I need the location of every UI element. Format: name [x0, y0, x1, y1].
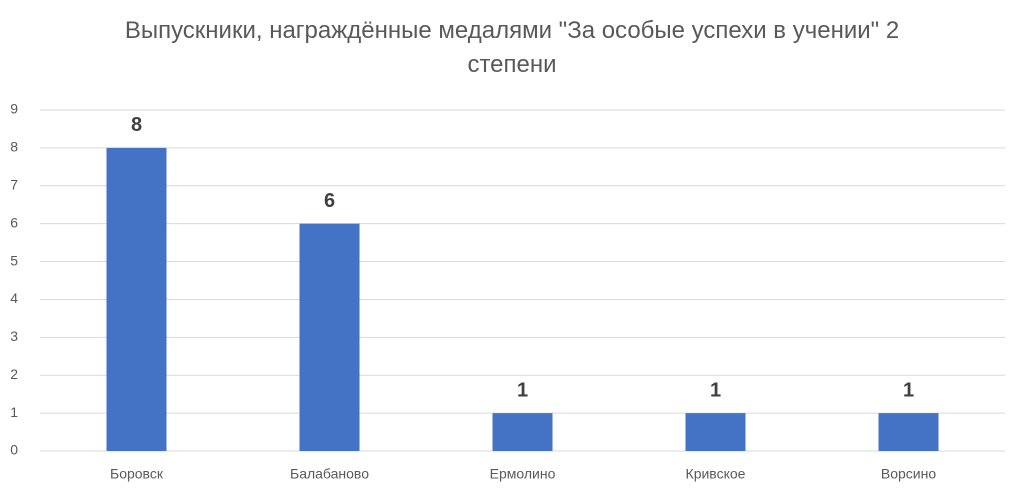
y-tick-label: 3	[10, 328, 18, 344]
y-tick-label: 0	[10, 442, 18, 458]
bar	[685, 413, 746, 451]
bar	[106, 147, 167, 451]
y-tick-label: 8	[10, 139, 18, 155]
x-tick-label: Кривское	[686, 466, 746, 482]
data-label: 6	[324, 190, 335, 212]
y-tick-label: 6	[10, 214, 18, 230]
x-tick-label: Боровск	[110, 466, 164, 482]
data-label: 1	[517, 379, 528, 401]
x-tick-label: Балабаново	[290, 466, 369, 482]
x-tick-label: Ворсино	[881, 466, 936, 482]
y-tick-label: 1	[10, 404, 18, 420]
y-tick-label: 4	[10, 290, 18, 306]
bar	[299, 223, 360, 451]
y-tick-label: 2	[10, 366, 18, 382]
x-tick-label: Ермолино	[490, 466, 556, 482]
data-label: 1	[903, 379, 914, 401]
data-label: 8	[131, 114, 142, 136]
bar	[878, 413, 939, 451]
data-label: 1	[710, 379, 721, 401]
bar	[492, 413, 553, 451]
y-tick-label: 7	[10, 176, 18, 192]
y-tick-label: 9	[10, 101, 18, 117]
y-tick-label: 5	[10, 252, 18, 268]
chart-title: Выпускники, награждённые медалями "За ос…	[124, 17, 900, 78]
